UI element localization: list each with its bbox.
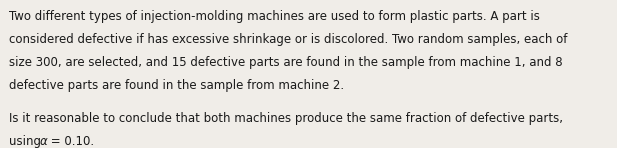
Text: Two different types of injection-molding machines are used to form plastic parts: Two different types of injection-molding… — [9, 10, 540, 23]
Text: defective parts are found in the sample from machine 2.: defective parts are found in the sample … — [9, 79, 344, 92]
Text: size 300, are selected, and 15 defective parts are found in the sample from mach: size 300, are selected, and 15 defective… — [9, 56, 563, 69]
Text: = 0.10.: = 0.10. — [47, 135, 94, 148]
Text: considered defective if has excessive shrinkage or is discolored. Two random sam: considered defective if has excessive sh… — [9, 33, 568, 46]
Text: Is it reasonable to conclude that both machines produce the same fraction of def: Is it reasonable to conclude that both m… — [9, 112, 563, 125]
Text: using: using — [9, 135, 45, 148]
Text: α: α — [39, 135, 48, 148]
